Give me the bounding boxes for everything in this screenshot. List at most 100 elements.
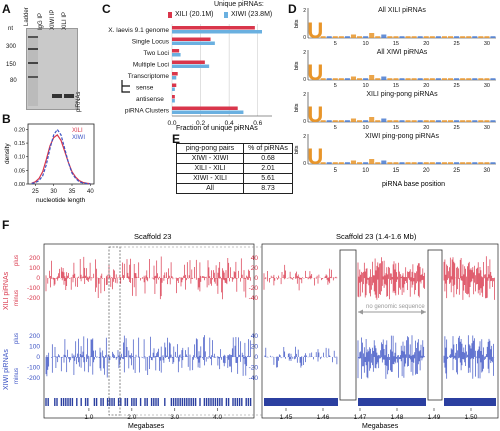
logo-stack: [369, 75, 375, 80]
c-xtick-label: 0.6: [253, 120, 262, 127]
logo-stack: [357, 78, 363, 80]
logo-stack: [344, 36, 350, 38]
bar-xiwi: [172, 30, 262, 34]
logo-stack: [484, 78, 490, 80]
right-xtick-label: 1.46: [317, 414, 330, 421]
logo-stack: [405, 78, 411, 80]
track-ytick-label: -100: [27, 285, 40, 292]
logo-xtick: 5: [334, 168, 338, 174]
size-150: 150: [6, 62, 17, 68]
right-xtick-label: 1.47: [354, 414, 367, 421]
logo-stack: [338, 78, 344, 80]
logo-stack: [357, 36, 363, 38]
minus-label-top: minus: [14, 290, 20, 306]
table-cell: 8.73: [243, 183, 293, 194]
bar-xili: [172, 49, 180, 53]
legend-xili: XILI: [72, 128, 83, 134]
category-label: X. laevis 9.1 genome: [108, 27, 169, 34]
xiwi-signal-right-a: [264, 346, 338, 368]
b-xtick-label: 25: [32, 189, 39, 195]
category-label: sense: [136, 85, 154, 92]
left-contig-bar: [45, 398, 252, 406]
bar-xiwi: [172, 99, 175, 103]
plus-label-bottom: plus: [14, 333, 20, 344]
b-xtick-label: 40: [87, 189, 94, 195]
size-80: 80: [10, 78, 17, 84]
right-xtick-label: 1.49: [428, 414, 441, 421]
logo-stack: [387, 162, 393, 164]
track-ytick-label: 0: [254, 275, 258, 282]
logo-xtick: 20: [423, 125, 429, 131]
track-ytick-label: -20: [249, 365, 259, 372]
logo-stack: [417, 36, 423, 38]
logo-stack: [393, 162, 399, 164]
bar-xili: [172, 95, 175, 99]
d-xlabel: piRNA base position: [382, 181, 445, 188]
logo-row-title: All XILI piRNAs: [378, 7, 426, 14]
lane-igg-label: IgG IP: [38, 12, 44, 30]
track-ytick-label: -200: [27, 375, 40, 382]
bar-xiwi: [172, 41, 215, 45]
logo-stack: [369, 33, 375, 38]
table-cell: XIWI - XILI: [176, 173, 244, 184]
logo-stack: [399, 162, 405, 164]
logo-stack: [363, 36, 369, 38]
logo-stack: [441, 78, 447, 80]
logo-stack: [350, 118, 357, 122]
nt-label: nt: [8, 26, 14, 32]
logo-stack: [423, 36, 429, 38]
table-header: % of piRNAs: [243, 143, 293, 154]
logo-stack: [363, 120, 369, 122]
logo-xtick: 15: [393, 83, 399, 89]
logo-row-title: XILI ping-pong piRNAs: [366, 91, 438, 98]
pirna-band-label: piRNAs: [76, 91, 82, 112]
logo-xtick: 15: [393, 168, 400, 174]
logo-stack: [399, 120, 405, 122]
xili-signal-right-b: [357, 257, 425, 300]
logo-stack: [375, 162, 381, 164]
xiwi-axis-label: XIWI piRNAs: [3, 349, 10, 390]
logo-ylabel: bits: [294, 61, 300, 70]
gap-box-1: [339, 249, 357, 401]
logo-stack: [375, 78, 381, 80]
logo-letter-u: U: [307, 144, 323, 169]
logo-stack: [478, 36, 484, 38]
logo-stack: [399, 78, 405, 80]
logo-xtick: 15: [393, 41, 399, 47]
logo-stack: [393, 120, 399, 122]
logo-stack: [320, 120, 326, 122]
logo-stack: [429, 36, 435, 38]
bar-xiwi: [172, 64, 210, 68]
track-ytick-label: 100: [29, 344, 40, 351]
logo-stack: [387, 78, 393, 80]
b-ylabel: density: [4, 143, 11, 164]
c-xtick-label: 0.0: [167, 120, 176, 127]
logo-stack: [381, 76, 387, 80]
legend-xiwi: XIWI: [72, 135, 85, 141]
logo-stack: [466, 120, 472, 122]
b-ytick-label: 0.05: [14, 168, 25, 174]
logo-stack: [429, 162, 435, 164]
logo-stack: [454, 120, 460, 122]
logo-stack: [350, 160, 357, 164]
track-ytick-label: 40: [251, 333, 259, 340]
c-xtick-label: 0.4: [225, 120, 234, 127]
logo-xtick: 20: [423, 41, 429, 47]
b-xlabel: nucleotide length: [36, 197, 86, 204]
logo-stack: [417, 78, 423, 80]
track-ytick-label: 200: [29, 255, 40, 262]
ping-pong-table: ping-pong pairs % of piRNAs XIWI - XIWI …: [176, 143, 293, 194]
logo-stack: [405, 36, 411, 38]
logo-ytick: 2: [303, 50, 306, 56]
panel-b-label: B: [2, 112, 11, 126]
logo-letter-u: U: [307, 102, 323, 127]
no-genomic-sequence-label: no genomic sequence: [366, 304, 425, 310]
track-ytick-label: -40: [249, 295, 259, 302]
genome-browser-tracks: XILI piRNAs XIWI piRNAs plus minus plus …: [3, 232, 499, 430]
zoom-region-box: [108, 246, 121, 416]
logo-stack: [399, 36, 405, 38]
logo-stack: [484, 162, 490, 164]
